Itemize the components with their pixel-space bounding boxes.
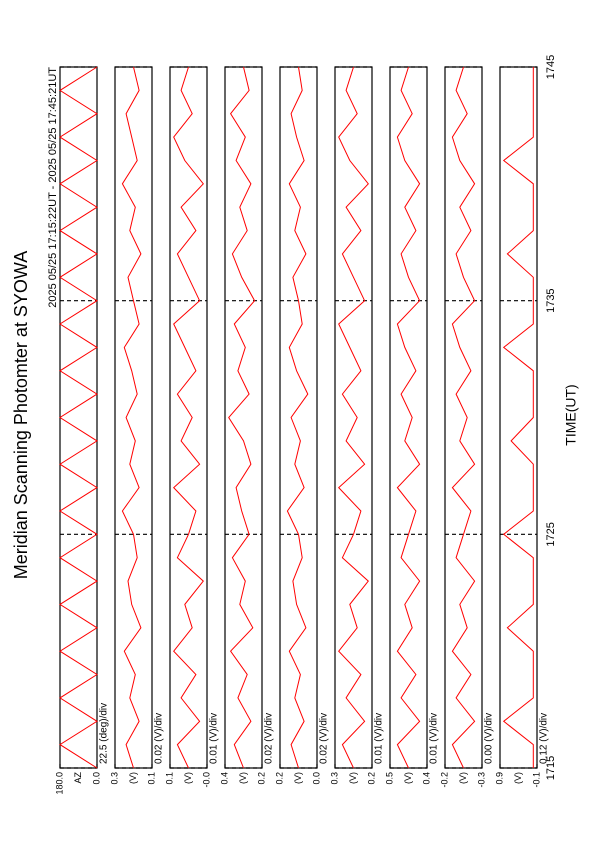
channel-label: (V) (458, 772, 468, 784)
x-tick-label: 1745 (545, 55, 557, 79)
trace (59, 66, 98, 769)
scale-label: 0.01 (V)/div (209, 713, 220, 764)
scale-label: 0.01 (V)/div (374, 713, 385, 764)
y-tick-label: 0.5 (384, 772, 394, 785)
panel-frame (114, 66, 153, 769)
y-tick-label: 0.3 (109, 772, 119, 785)
x-tick-label: 1725 (545, 522, 557, 546)
y-tick-label: 0.1 (164, 772, 174, 785)
trace (172, 66, 204, 769)
y-tick-label: 180.0 (54, 772, 64, 795)
channel-label: (V) (348, 772, 358, 784)
channel-label: (V) (403, 772, 413, 784)
y-tick-label: 0.2 (274, 772, 284, 785)
scale-label: 0.02 (V)/div (264, 713, 275, 764)
x-tick-label: 1715 (545, 756, 557, 780)
trace (502, 67, 534, 768)
y-tick-label: 0.0 (91, 772, 101, 785)
trace (337, 66, 369, 769)
y-tick-label: 0.4 (219, 772, 229, 785)
y-tick-label: -0.1 (531, 772, 541, 788)
scale-label: 22.5 (deg)/div (99, 703, 110, 764)
panel-frame (444, 66, 483, 769)
trace (451, 66, 476, 769)
y-tick-label: -0.2 (439, 772, 449, 788)
trace (286, 66, 309, 769)
channel-label: (V) (128, 772, 138, 784)
y-tick-label: 0.1 (146, 772, 156, 785)
y-tick-label: -0.3 (476, 772, 486, 788)
channel-label: (V) (513, 772, 523, 784)
panel-frame (389, 66, 428, 769)
x-tick-label: 1735 (545, 288, 557, 312)
chart-subtitle: 2025 05/25 17:15:22UT - 2025 05/25 17:45… (47, 67, 59, 308)
panel-frame (279, 66, 318, 769)
y-tick-label: 0.2 (256, 772, 266, 785)
trace (396, 66, 421, 769)
scale-label: 0.12 (V)/div (539, 713, 550, 764)
channel-label: AZ (73, 772, 83, 784)
channel-label: (V) (238, 772, 248, 784)
scale-label: 0.02 (V)/div (154, 713, 165, 764)
panel-frame (169, 66, 208, 769)
y-tick-label: 0.2 (366, 772, 376, 785)
chart-title: Meridian Scanning Photomter at SYOWA (11, 251, 31, 579)
y-tick-label: 0.0 (311, 772, 321, 785)
channel-label: (V) (293, 772, 303, 784)
y-tick-label: 0.4 (421, 772, 431, 785)
trace (121, 66, 142, 769)
rotated-chart: Meridian Scanning Photomter at SYOWA 202… (11, 55, 579, 795)
y-tick-label: 0.9 (494, 772, 504, 785)
y-tick-label: 0.3 (329, 772, 339, 785)
scale-label: 0.02 (V)/div (319, 713, 330, 764)
channel-label: (V) (183, 772, 193, 784)
trace (228, 66, 256, 769)
panel-frame (499, 66, 538, 769)
y-tick-label: -0.0 (201, 772, 211, 788)
scale-label: 0.00 (V)/div (484, 713, 495, 764)
x-axis-label: TIME(UT) (563, 384, 579, 445)
scale-label: 0.01 (V)/div (429, 713, 440, 764)
panel-frame (334, 66, 373, 769)
